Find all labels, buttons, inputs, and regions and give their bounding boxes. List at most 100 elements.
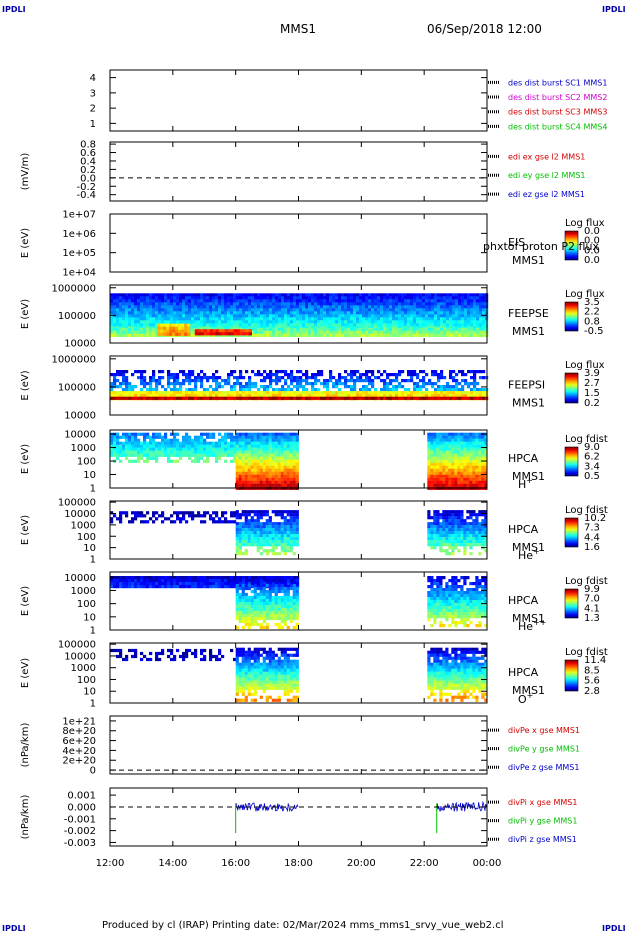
- spectrogram-cell: [296, 308, 300, 312]
- spectrogram-cell: [170, 299, 174, 303]
- spectrogram-cell: [146, 308, 150, 312]
- spectrogram-cell: [317, 391, 321, 395]
- spectrogram-cell: [274, 435, 278, 439]
- spectrogram-cell: [278, 379, 282, 383]
- spectrogram-cell: [356, 311, 360, 315]
- spectrogram-cell: [439, 432, 443, 436]
- spectrogram-cell: [239, 394, 243, 398]
- spectrogram-cell: [161, 370, 165, 374]
- spectrogram-cell: [440, 373, 444, 377]
- spectrogram-cell: [442, 480, 446, 484]
- spectrogram-cell: [268, 537, 272, 541]
- spectrogram-cell: [206, 396, 210, 400]
- spectrogram-cell: [266, 311, 270, 315]
- spectrogram-cell: [338, 299, 342, 303]
- spectrogram-cell: [173, 296, 177, 300]
- spectrogram-cell: [323, 299, 327, 303]
- spectrogram-cell: [478, 459, 482, 463]
- spectrogram-cell: [143, 391, 147, 395]
- spectrogram-cell: [254, 317, 258, 321]
- spectrogram-cell: [185, 435, 189, 439]
- spectrogram-cell: [155, 391, 159, 395]
- spectrogram-cell: [269, 391, 273, 395]
- spectrogram-cell: [263, 311, 267, 315]
- spectrogram-cell: [215, 379, 219, 383]
- spectrogram-cell: [259, 510, 263, 514]
- spectrogram-cell: [380, 308, 384, 312]
- spectrogram-cell: [113, 435, 117, 439]
- spectrogram-cell: [254, 327, 258, 331]
- spectrogram-cell: [176, 450, 180, 454]
- spectrogram-cell: [254, 323, 258, 327]
- spectrogram-cell: [265, 441, 269, 445]
- spectrogram-cell: [302, 391, 306, 395]
- spectrogram-cell: [449, 376, 453, 380]
- colorbar-tick-label: 3.9: [584, 368, 600, 379]
- spectrogram-cell: [182, 305, 186, 309]
- spectrogram-cell: [436, 432, 440, 436]
- spectrogram-cell: [451, 471, 455, 475]
- spectrogram-cell: [167, 391, 171, 395]
- spectrogram-cell: [451, 450, 455, 454]
- spectrogram-cell: [457, 435, 461, 439]
- spectrogram-cell: [416, 314, 420, 318]
- spectrogram-cell: [277, 444, 281, 448]
- spectrogram-cell: [416, 382, 420, 386]
- spectrogram-cell: [308, 391, 312, 395]
- spectrogram-cell: [122, 317, 126, 321]
- spectrogram-cell: [274, 456, 278, 460]
- spectrogram-cell: [461, 396, 465, 400]
- spectrogram-cell: [464, 305, 468, 309]
- spectrogram-cell: [431, 293, 435, 297]
- spectrogram-cell: [280, 540, 284, 544]
- spectrogram-cell: [181, 332, 185, 336]
- spectrogram-cell: [256, 516, 260, 520]
- spectrogram-cell: [353, 385, 357, 389]
- spectrogram-cell: [239, 320, 243, 324]
- series-legend-label: des dist burst SC2 MMS2: [508, 93, 607, 102]
- spectrogram-cell: [263, 330, 267, 334]
- spectrogram-cell: [197, 320, 201, 324]
- spectrogram-cell: [329, 333, 333, 337]
- spectrogram-cell: [203, 376, 207, 380]
- spectrogram-cell: [428, 327, 432, 331]
- spectrogram-cell: [466, 465, 470, 469]
- spectrogram-cell: [482, 370, 486, 374]
- spectrogram-cell: [286, 456, 290, 460]
- spectrogram-cell: [185, 511, 189, 515]
- spectrogram-cell: [440, 305, 444, 309]
- spectrogram-cell: [451, 438, 455, 442]
- spectrogram-cell: [265, 450, 269, 454]
- spectrogram-cell: [251, 296, 255, 300]
- spectrogram-cell: [457, 462, 461, 466]
- spectrogram-cell: [380, 320, 384, 324]
- spectrogram-cell: [256, 453, 260, 457]
- spectrogram-cell: [365, 305, 369, 309]
- spectrogram-cell: [302, 314, 306, 318]
- spectrogram-cell: [368, 323, 372, 327]
- spectrogram-cell: [200, 394, 204, 398]
- spectrogram-cell: [176, 320, 180, 324]
- spectrogram-cell: [122, 330, 126, 334]
- spectrogram-cell: [200, 441, 204, 445]
- spectrogram-cell: [128, 441, 132, 445]
- spectrogram-cell: [140, 296, 144, 300]
- spectrogram-cell: [247, 450, 251, 454]
- spectrogram-cell: [221, 332, 225, 336]
- spectrogram-cell: [392, 317, 396, 321]
- spectrogram-cell: [466, 471, 470, 475]
- spectrogram-cell: [356, 308, 360, 312]
- spectrogram-cell: [281, 308, 285, 312]
- spectrogram-cell: [254, 333, 258, 337]
- spectrogram-cell: [251, 302, 255, 306]
- spectrogram-cell: [271, 552, 275, 556]
- spectrogram-cell: [401, 394, 405, 398]
- spectrogram-cell: [275, 394, 279, 398]
- spectrogram-cell: [425, 327, 429, 331]
- spectrogram-cell: [457, 444, 461, 448]
- spectrogram-cell: [371, 391, 375, 395]
- spectrogram-cell: [430, 462, 434, 466]
- spectrogram-cell: [152, 317, 156, 321]
- spectrogram-cell: [473, 370, 477, 374]
- spectrogram-cell: [365, 302, 369, 306]
